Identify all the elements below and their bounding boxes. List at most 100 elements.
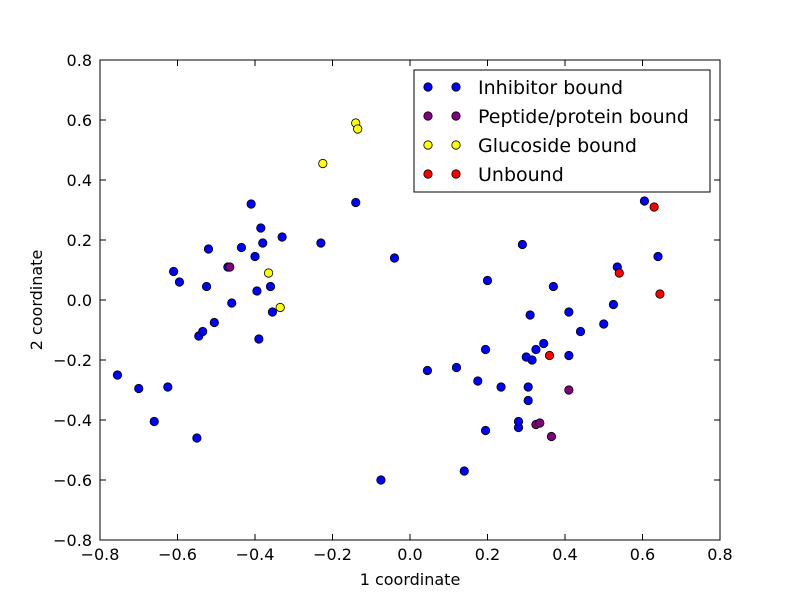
x-tick-label: 0.6 (630, 545, 655, 564)
legend-marker-peptide-protein-bound (451, 111, 461, 121)
data-point-inhibitor-bound (531, 344, 541, 355)
data-point-glucoside-bound (353, 124, 363, 134)
data-point-peptide-protein-bound (564, 385, 574, 395)
data-point-inhibitor-bound (422, 365, 433, 376)
data-point-peptide-protein-bound (535, 418, 545, 428)
data-point-inhibitor-bound (316, 238, 326, 248)
y-tick-label: 0.0 (67, 291, 92, 310)
data-point-inhibitor-bound (548, 281, 558, 292)
data-point-inhibitor-bound (149, 416, 159, 427)
data-point-inhibitor-bound (523, 395, 533, 406)
data-point-unbound (649, 202, 659, 212)
data-point-inhibitor-bound (564, 307, 574, 317)
y-tick-label: 0.6 (67, 111, 92, 130)
data-point-inhibitor-bound (517, 239, 527, 250)
y-tick-label: 0.8 (67, 51, 92, 70)
data-point-inhibitor-bound (389, 253, 400, 263)
data-point-inhibitor-bound (653, 251, 663, 262)
x-tick-label: 0.4 (552, 545, 577, 564)
y-tick-label: −0.2 (53, 351, 92, 370)
data-point-inhibitor-bound (639, 196, 650, 206)
data-point-glucoside-bound (263, 268, 274, 278)
data-point-unbound (544, 350, 555, 361)
data-point-inhibitor-bound (236, 242, 247, 253)
data-point-inhibitor-bound (525, 310, 535, 320)
data-point-inhibitor-bound (203, 244, 214, 254)
x-tick-label: 0.0 (397, 545, 422, 564)
x-axis-ticks: −0.8 −0.6 −0.4 −0.2 0.0 0.2 0.4 0.6 0.8 (81, 60, 733, 564)
legend-marker-inhibitor-bound (423, 82, 433, 92)
legend-box (413, 69, 711, 193)
y-tick-label: 0.4 (67, 171, 92, 190)
data-point-glucoside-bound (275, 302, 285, 313)
data-point-inhibitor-bound (496, 382, 506, 392)
data-point-peptide-protein-bound (546, 431, 557, 442)
x-axis-label: 1 coordinate (360, 570, 461, 589)
data-point-peptide-protein-bound (225, 262, 235, 272)
data-point-inhibitor-bound (351, 197, 361, 208)
y-tick-label: −0.4 (53, 411, 92, 430)
x-tick-label: −0.8 (81, 545, 120, 564)
legend-marker-unbound (451, 169, 461, 179)
data-point-inhibitor-bound (258, 238, 268, 248)
data-point-inhibitor-bound (209, 317, 219, 328)
data-point-inhibitor-bound (599, 319, 609, 329)
y-axis-label: 2 coordinate (27, 250, 46, 351)
data-point-inhibitor-bound (480, 425, 491, 436)
legend-label-glucoside-bound: Glucoside bound (478, 135, 637, 157)
data-point-inhibitor-bound (192, 433, 202, 443)
y-axis-ticks: −0.8 −0.6 −0.4 −0.2 0.0 0.2 0.4 0.6 0.8 (53, 51, 720, 550)
data-point-inhibitor-bound (252, 286, 262, 296)
legend-marker-peptide-protein-bound (423, 111, 433, 121)
data-point-inhibitor-bound (523, 382, 533, 392)
data-point-inhibitor-bound (265, 281, 276, 292)
data-point-inhibitor-bound (575, 326, 586, 337)
x-tick-label: 0.8 (707, 545, 732, 564)
y-tick-label: −0.6 (53, 471, 92, 490)
data-point-unbound (655, 289, 665, 299)
data-point-inhibitor-bound (198, 326, 208, 337)
data-point-inhibitor-bound (539, 338, 549, 349)
data-point-inhibitor-bound (482, 275, 493, 286)
data-point-unbound (614, 268, 624, 278)
legend-marker-glucoside-bound (451, 140, 461, 150)
data-point-inhibitor-bound (459, 466, 469, 476)
data-point-inhibitor-bound (169, 266, 179, 277)
data-point-inhibitor-bound (256, 223, 266, 233)
data-point-inhibitor-bound (527, 355, 537, 365)
data-point-inhibitor-bound (250, 251, 260, 262)
legend-label-peptide-protein-bound: Peptide/protein bound (478, 106, 689, 128)
x-tick-label: −0.6 (158, 545, 197, 564)
data-point-inhibitor-bound (267, 307, 278, 317)
data-point-inhibitor-bound (227, 298, 237, 308)
data-point-inhibitor-bound (163, 382, 173, 392)
x-tick-label: −0.4 (236, 545, 275, 564)
data-point-inhibitor-bound (473, 376, 483, 386)
legend-marker-unbound (423, 169, 433, 179)
legend-marker-glucoside-bound (423, 140, 433, 150)
data-point-inhibitor-bound (376, 475, 386, 485)
data-point-inhibitor-bound (564, 350, 574, 361)
legend-label-inhibitor-bound: Inhibitor bound (478, 77, 623, 99)
data-point-inhibitor-bound (480, 344, 491, 355)
data-point-glucoside-bound (318, 158, 328, 169)
x-tick-label: 0.2 (475, 545, 500, 564)
x-tick-label: −0.2 (313, 545, 352, 564)
y-tick-label: 0.2 (67, 231, 92, 250)
data-point-inhibitor-bound (174, 277, 185, 287)
data-point-inhibitor-bound (134, 383, 144, 394)
data-point-inhibitor-bound (246, 199, 256, 209)
y-tick-label: −0.8 (53, 531, 92, 550)
data-point-inhibitor-bound (254, 334, 264, 344)
points-layer (112, 118, 665, 485)
data-point-inhibitor-bound (608, 299, 619, 310)
data-point-inhibitor-bound (112, 370, 123, 380)
data-point-inhibitor-bound (201, 281, 212, 292)
data-point-inhibitor-bound (451, 362, 462, 373)
legend-marker-inhibitor-bound (451, 82, 461, 92)
legend: Inhibitor bound Peptide/protein bound Gluc… (413, 69, 711, 193)
data-point-inhibitor-bound (277, 232, 287, 242)
legend-label-unbound: Unbound (478, 164, 564, 186)
data-point-inhibitor-bound (513, 416, 524, 427)
